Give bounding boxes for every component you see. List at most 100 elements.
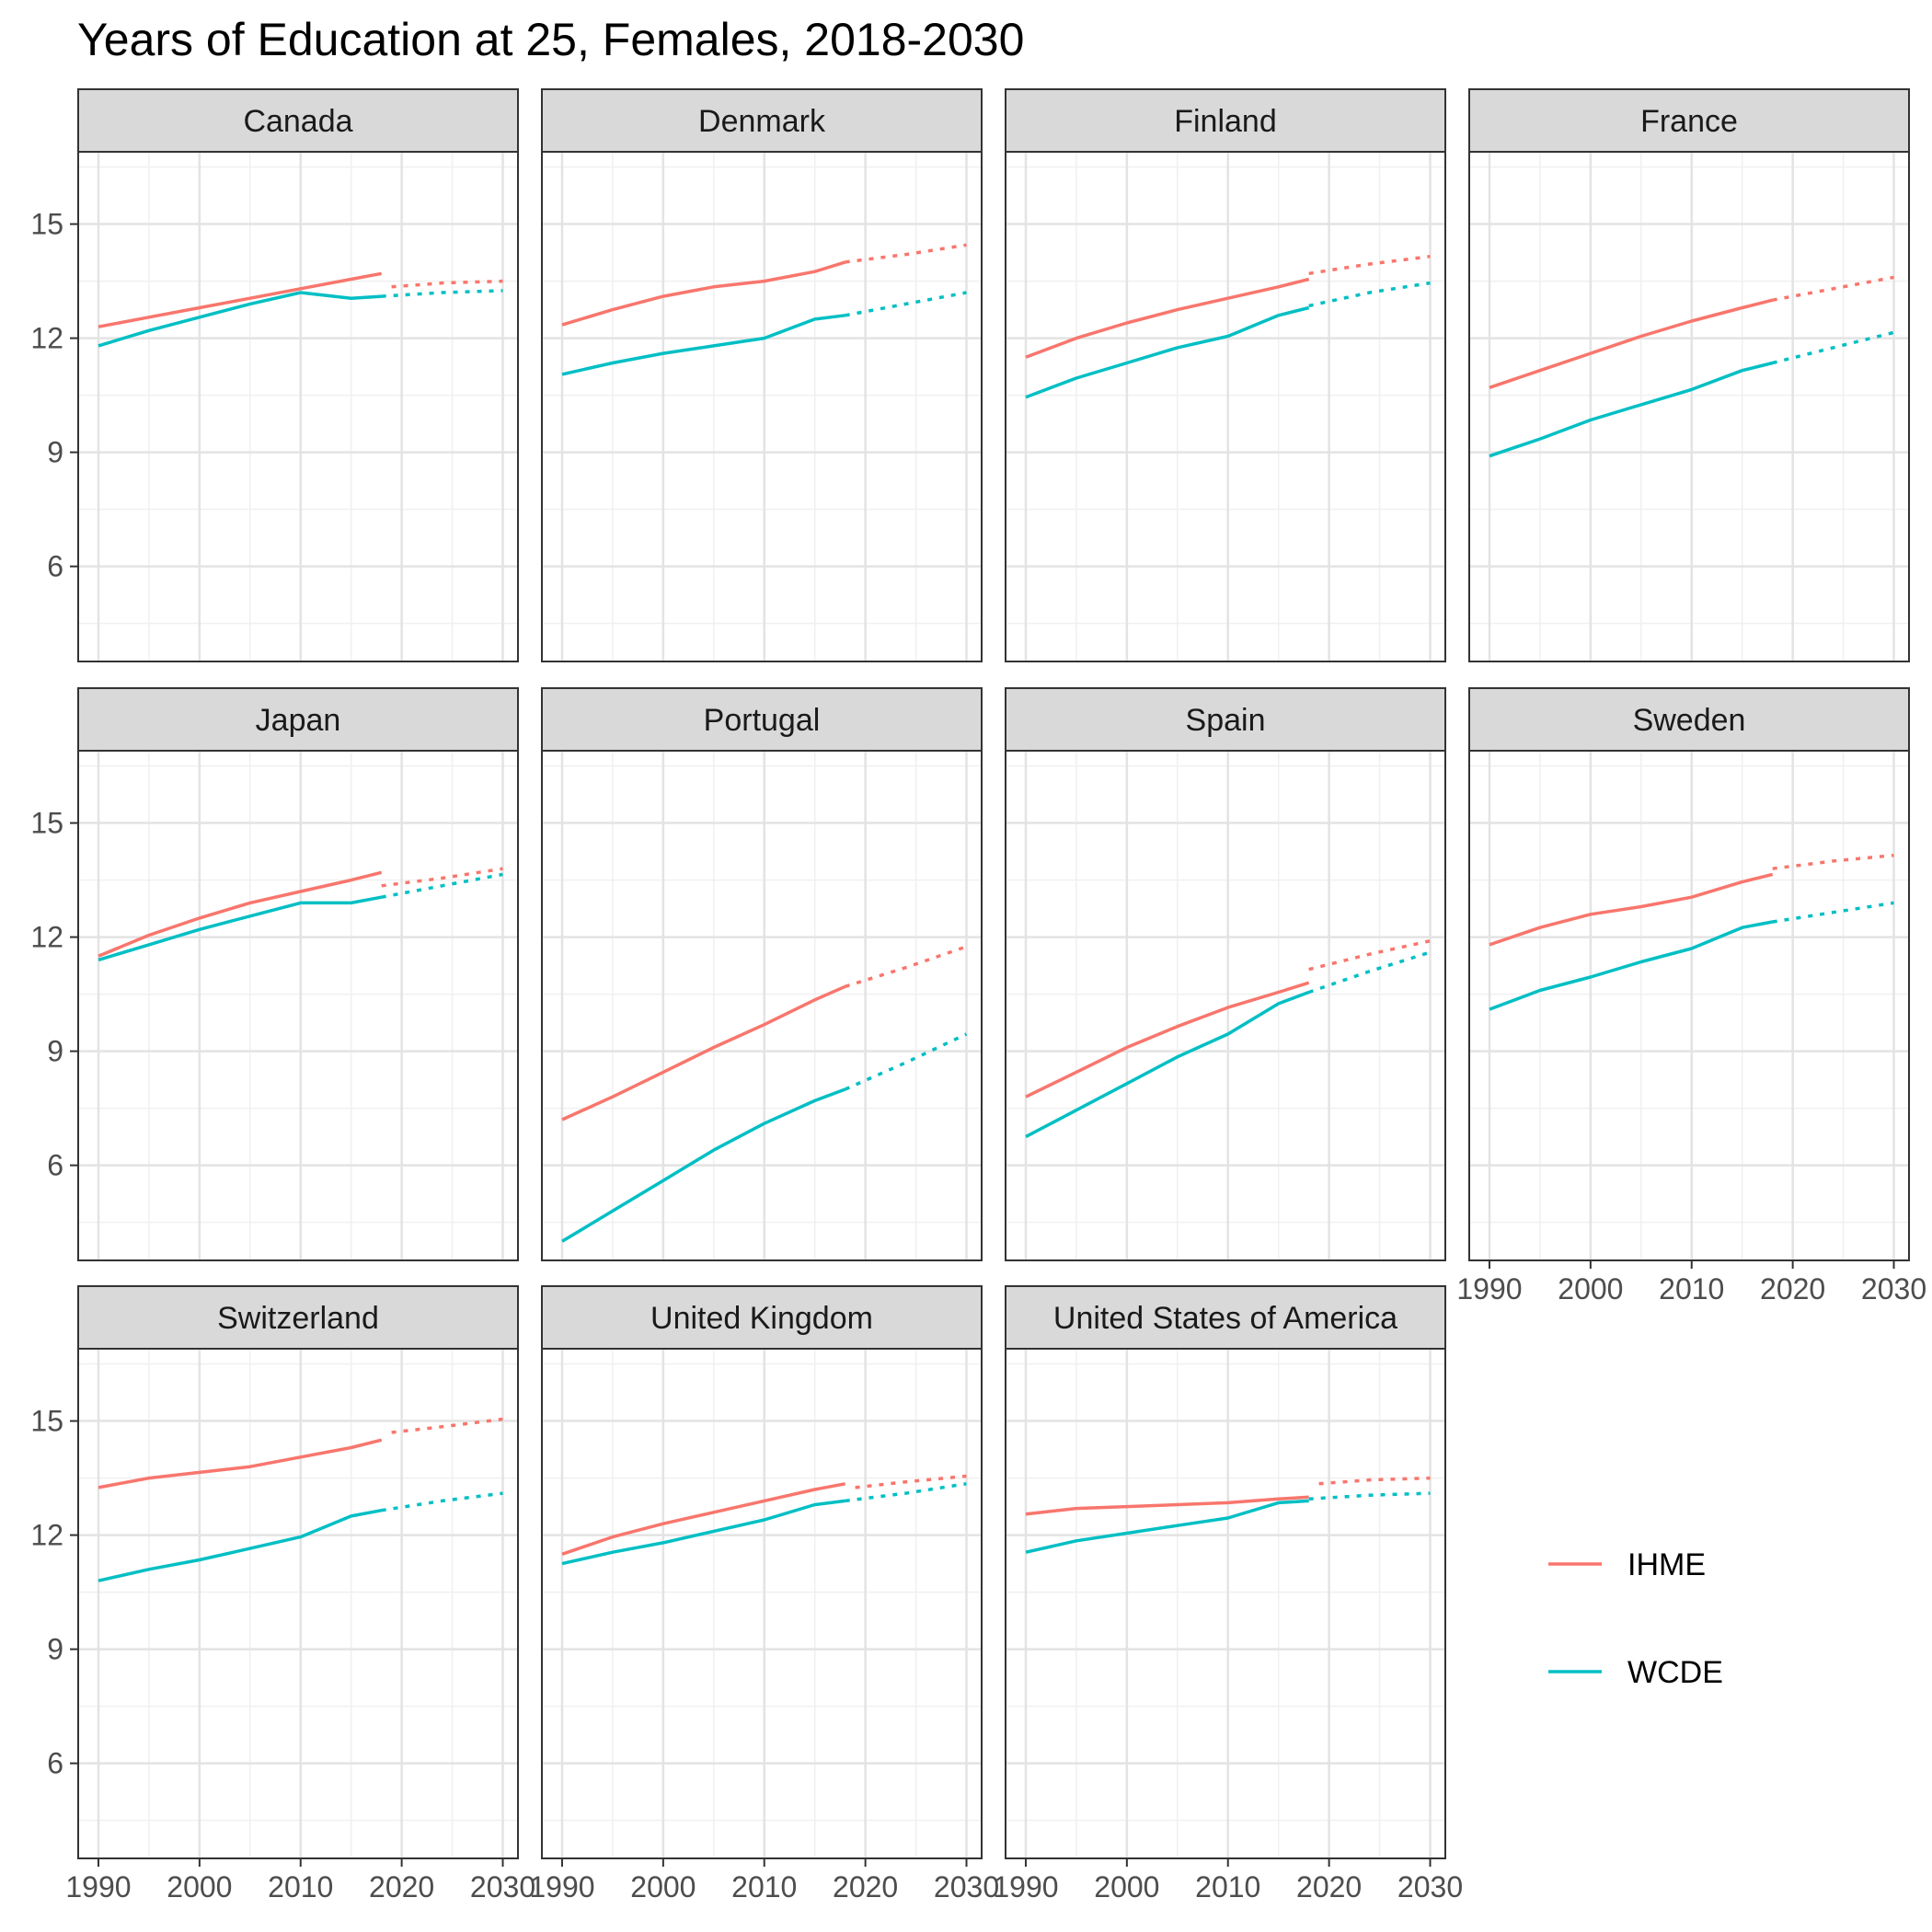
y-tick-label: 6 xyxy=(47,1747,63,1780)
panel-japan: Japan 6 9 12 15 xyxy=(30,687,519,1261)
plot-area-japan xyxy=(78,751,518,1260)
projection-line-ihme-spain xyxy=(1308,938,1431,972)
plot-area-portugal xyxy=(542,751,982,1260)
series-line-ihme-canada xyxy=(98,271,383,328)
y-tick-label: 9 xyxy=(47,1035,63,1068)
series-line-wcde-spain xyxy=(1025,990,1310,1139)
panel-france: France xyxy=(1468,88,1910,662)
projection-line-wcde-sweden xyxy=(1772,901,1894,924)
panel-sweden: Sweden 1990 2000 2010 2020 2030 xyxy=(1456,687,1926,1305)
plot-area-sweden xyxy=(1469,751,1909,1260)
plot-area-spain xyxy=(1006,751,1445,1260)
x-tick-label: 2030 xyxy=(934,1870,999,1903)
strip-portugal xyxy=(541,687,983,752)
x-tick-label: 2020 xyxy=(369,1870,434,1903)
chart-title: Years of Education at 25, Females, 2018-… xyxy=(77,14,1024,65)
series-line-wcde-switzerland xyxy=(98,1508,383,1582)
panel-border-portugal xyxy=(541,750,983,1261)
strip-label-sweden: Sweden xyxy=(1633,703,1746,738)
series-line-wcde-denmark xyxy=(561,314,845,376)
plot-area-canada xyxy=(78,152,518,661)
x-tick-label: 2000 xyxy=(167,1870,232,1903)
strip-label-japan: Japan xyxy=(256,703,341,738)
strip-finland xyxy=(1005,88,1446,153)
strip-france xyxy=(1468,88,1910,153)
strip-denmark xyxy=(541,88,983,153)
projection-line-wcde-united-kingdom xyxy=(845,1482,967,1503)
series-line-wcde-united-kingdom xyxy=(561,1499,845,1566)
projection-line-wcde-denmark xyxy=(845,291,967,317)
legend-label-ihme: IHME xyxy=(1627,1547,1706,1582)
strip-canada xyxy=(77,88,519,153)
projection-line-wcde-finland xyxy=(1308,281,1431,308)
x-tick-label: 2020 xyxy=(1296,1870,1362,1903)
legend-item-wcde: WCDE xyxy=(1548,1655,1723,1690)
y-tick-label: 9 xyxy=(47,436,63,469)
y-tick-label: 9 xyxy=(47,1633,63,1666)
x-tick-label: 1990 xyxy=(1456,1272,1522,1305)
x-tick-label: 2020 xyxy=(833,1870,898,1903)
y-tick-label: 12 xyxy=(30,1519,63,1552)
series-line-ihme-japan xyxy=(98,870,383,958)
projection-line-ihme-switzerland xyxy=(391,1417,503,1434)
series-line-wcde-united-states-of-america xyxy=(1025,1499,1309,1554)
plot-area-france xyxy=(1469,152,1909,661)
series-line-wcde-finland xyxy=(1025,305,1310,399)
panel-border-spain xyxy=(1005,750,1446,1261)
y-tick-label: 12 xyxy=(30,921,63,954)
y-tick-label: 15 xyxy=(30,807,63,840)
strip-label-spain: Spain xyxy=(1186,703,1266,738)
panel-united-kingdom: United Kingdom 1990 2000 2010 2020 2030 xyxy=(529,1285,999,1903)
strip-spain xyxy=(1005,687,1446,752)
x-tick-label: 1990 xyxy=(993,1870,1058,1903)
panel-border-united-kingdom xyxy=(541,1348,983,1859)
plot-area-switzerland xyxy=(78,1349,518,1858)
legend-label-wcde: WCDE xyxy=(1627,1655,1723,1690)
series-line-wcde-sweden xyxy=(1489,920,1774,1011)
projection-line-ihme-france xyxy=(1772,275,1894,302)
x-tick-label: 2010 xyxy=(268,1870,333,1903)
series-line-wcde-france xyxy=(1489,361,1774,458)
projection-line-wcde-canada xyxy=(381,289,503,298)
series-line-wcde-canada xyxy=(98,291,382,348)
plot-area-united-kingdom xyxy=(542,1349,982,1858)
strip-sweden xyxy=(1468,687,1910,752)
series-line-ihme-sweden xyxy=(1489,872,1774,947)
x-tick-label: 2010 xyxy=(1195,1870,1260,1903)
strip-united-kingdom xyxy=(541,1285,983,1350)
projection-line-wcde-spain xyxy=(1308,950,1432,995)
panel-border-canada xyxy=(77,151,519,662)
series-line-ihme-denmark xyxy=(561,260,846,327)
projection-line-ihme-united-states-of-america xyxy=(1318,1476,1431,1486)
panels-layer: Canada 6 9 12 15 Denmark Finland France Japan 6 9 1… xyxy=(30,88,1926,1903)
projection-line-wcde-switzerland xyxy=(381,1491,503,1512)
series-line-ihme-united-states-of-america xyxy=(1025,1495,1309,1516)
x-tick-label: 1990 xyxy=(65,1870,131,1903)
series-line-ihme-portugal xyxy=(561,984,846,1121)
x-tick-label: 2000 xyxy=(1094,1870,1159,1903)
projection-line-wcde-united-states-of-america xyxy=(1308,1491,1431,1501)
projection-line-wcde-japan xyxy=(381,872,503,899)
projection-line-ihme-finland xyxy=(1308,254,1431,276)
panel-united-states-of-america: United States of America 1990 2000 2010 2020… xyxy=(993,1285,1463,1903)
series-line-wcde-japan xyxy=(98,895,383,962)
y-tick-label: 6 xyxy=(47,550,63,583)
x-tick-label: 1990 xyxy=(529,1870,594,1903)
panel-border-finland xyxy=(1005,151,1446,662)
panel-border-united-states-of-america xyxy=(1005,1348,1446,1859)
x-tick-label: 2000 xyxy=(630,1870,696,1903)
x-tick-label: 2010 xyxy=(1659,1272,1724,1305)
x-tick-label: 2030 xyxy=(1861,1272,1926,1305)
x-tick-label: 2010 xyxy=(731,1870,797,1903)
projection-line-ihme-portugal xyxy=(845,945,968,988)
x-tick-label: 2030 xyxy=(1397,1870,1463,1903)
y-tick-label: 15 xyxy=(30,208,63,241)
strip-label-portugal: Portugal xyxy=(704,703,821,738)
legend-item-ihme: IHME xyxy=(1548,1547,1706,1582)
series-line-ihme-france xyxy=(1489,298,1774,389)
series-line-wcde-portugal xyxy=(561,1087,846,1243)
x-tick-label: 2020 xyxy=(1760,1272,1825,1305)
strip-label-united-states-of-america: United States of America xyxy=(1053,1301,1397,1336)
x-tick-label: 2030 xyxy=(470,1870,535,1903)
strip-japan xyxy=(77,687,519,752)
